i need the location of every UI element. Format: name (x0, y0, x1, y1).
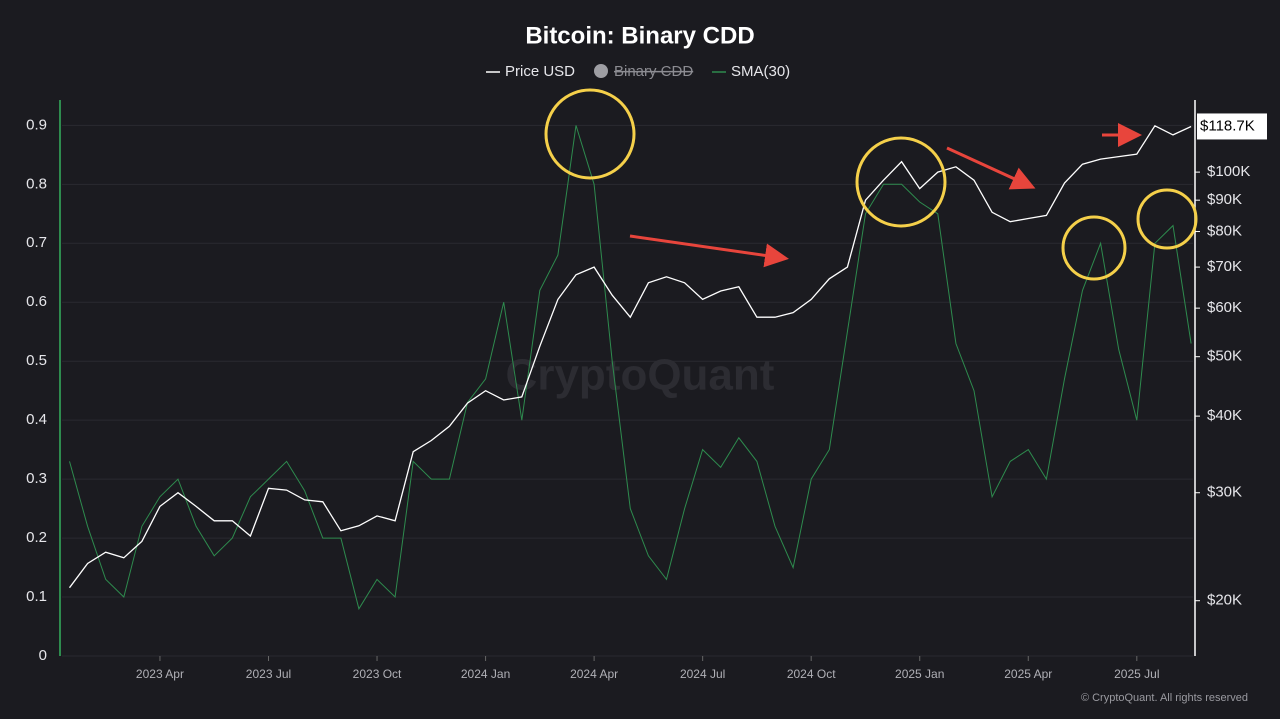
x-tick-label: 2023 Oct (353, 667, 402, 681)
price-label: $118.7K (1200, 117, 1255, 134)
y-tick-label: 0.8 (26, 175, 47, 192)
y-tick-label: 0.2 (26, 529, 47, 546)
plot (68, 124, 1192, 611)
y-tick-label: 0.1 (26, 588, 47, 605)
x-tick-label: 2024 Jan (461, 667, 510, 681)
legend-label: SMA(30) (731, 63, 790, 80)
legend-label: Binary CDD (614, 63, 693, 80)
y2-tick-label: $70K (1207, 258, 1242, 275)
price-label-box (1197, 113, 1267, 140)
x-tick-label: 2025 Apr (1004, 667, 1052, 681)
y2-tick-label: $50K (1207, 348, 1242, 365)
arrow (946, 146, 1036, 190)
legend-item[interactable]: Price USD (486, 63, 575, 80)
y-tick-label: 0.3 (26, 470, 47, 487)
y-tick-label: 0.9 (26, 116, 47, 133)
y2-tick-label: $20K (1207, 592, 1242, 609)
legend-label: Price USD (505, 63, 575, 80)
y2-tick-label: $80K (1207, 223, 1242, 240)
x-tick-label: 2024 Jul (680, 667, 725, 681)
y-tick-label: 0.5 (26, 352, 47, 369)
x-tick-label: 2024 Oct (787, 667, 836, 681)
series-line (68, 124, 1192, 589)
highlight-circles (544, 88, 1198, 281)
copyright: © CryptoQuant. All rights reserved (1081, 692, 1248, 704)
watermark: CryptoQuant (506, 351, 775, 400)
highlight-circle (855, 136, 947, 228)
y2-tick-label: $100K (1207, 163, 1250, 180)
arrow (629, 234, 789, 268)
series-line (69, 125, 1192, 611)
x-tick-label: 2024 Apr (570, 667, 618, 681)
y2-tick-label: $40K (1207, 407, 1242, 424)
y-tick-label: 0.7 (26, 234, 47, 251)
highlight-circle (1061, 215, 1127, 281)
grid: 0 0.1 0.2 0.3 0.4 0.5 0.6 0.7 0.8 0.9 $20K $30K $40K… (26, 116, 1250, 681)
legend: Price USD Binary CDD SMA(30) (486, 63, 790, 80)
y-tick-label: 0.6 (26, 293, 47, 310)
y2-tick-label: $30K (1207, 484, 1242, 501)
legend-item[interactable]: Binary CDD (594, 63, 693, 80)
x-tick-label: 2025 Jul (1114, 667, 1159, 681)
y-tick-label: 0.4 (26, 411, 47, 428)
y-tick-label: 0 (39, 647, 47, 664)
highlight-circle (544, 88, 636, 180)
highlight-circle (1136, 188, 1198, 250)
x-tick-label: 2023 Apr (136, 667, 184, 681)
x-tick-label: 2023 Jul (246, 667, 291, 681)
x-tick-label: 2025 Jan (895, 667, 944, 681)
trend-arrows (629, 123, 1142, 268)
legend-swatch (594, 64, 608, 78)
y2-tick-label: $60K (1207, 299, 1242, 316)
y2-tick-label: $90K (1207, 191, 1242, 208)
legend-item[interactable]: SMA(30) (712, 63, 790, 80)
chart-title: Bitcoin: Binary CDD (525, 22, 754, 49)
